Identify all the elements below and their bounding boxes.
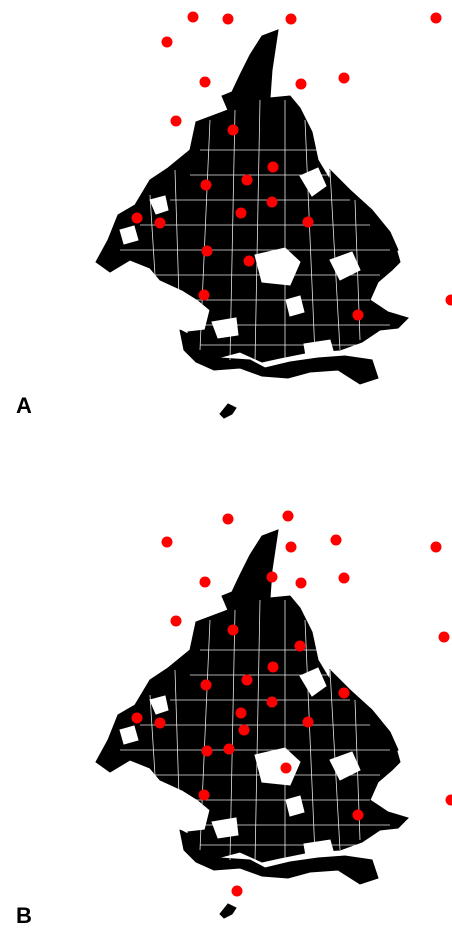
station-point [232, 886, 243, 897]
map-island [220, 404, 236, 418]
station-point [353, 810, 364, 821]
station-point [268, 662, 279, 673]
station-point [162, 537, 173, 548]
station-point [188, 12, 199, 23]
panel-label-a: A [16, 393, 32, 419]
station-point [236, 708, 247, 719]
station-point [267, 572, 278, 583]
station-point [339, 573, 350, 584]
station-point [201, 180, 212, 191]
station-point [224, 744, 235, 755]
station-point [267, 697, 278, 708]
station-point [431, 542, 442, 553]
station-point [200, 577, 211, 588]
map-panel-b: B [0, 462, 452, 923]
station-point [155, 218, 166, 229]
station-point [283, 511, 294, 522]
station-point [286, 14, 297, 25]
station-point [268, 162, 279, 173]
station-point [202, 746, 213, 757]
station-point [296, 578, 307, 589]
station-point [286, 542, 297, 553]
station-point [236, 208, 247, 219]
station-point [223, 14, 234, 25]
station-point [267, 197, 278, 208]
station-point [239, 725, 250, 736]
station-point [339, 688, 350, 699]
station-point [331, 535, 342, 546]
station-point [228, 625, 239, 636]
station-point [242, 175, 253, 186]
station-point [171, 116, 182, 127]
station-point [295, 641, 306, 652]
station-point [155, 718, 166, 729]
station-point [431, 13, 442, 24]
station-point [339, 73, 350, 84]
map-canvas-a [0, 0, 452, 461]
map-island [220, 904, 236, 918]
station-point [202, 246, 213, 257]
station-point [171, 616, 182, 627]
station-point [303, 717, 314, 728]
district-map [96, 530, 408, 918]
station-point [201, 680, 212, 691]
map-panel-a: A [0, 0, 452, 461]
station-point [353, 310, 364, 321]
station-point [223, 514, 234, 525]
station-point [228, 125, 239, 136]
station-point [281, 763, 292, 774]
station-point [199, 290, 210, 301]
station-point [199, 790, 210, 801]
panel-label-b: B [16, 903, 32, 929]
district-map [96, 30, 408, 418]
station-point [200, 77, 211, 88]
station-point [446, 795, 452, 806]
map-canvas-b [0, 462, 452, 923]
station-point [446, 295, 452, 306]
station-point [303, 217, 314, 228]
station-point [162, 37, 173, 48]
station-point [242, 675, 253, 686]
station-point [296, 79, 307, 90]
station-point [132, 213, 143, 224]
station-point [439, 632, 450, 643]
station-point [132, 713, 143, 724]
station-point [244, 256, 255, 267]
